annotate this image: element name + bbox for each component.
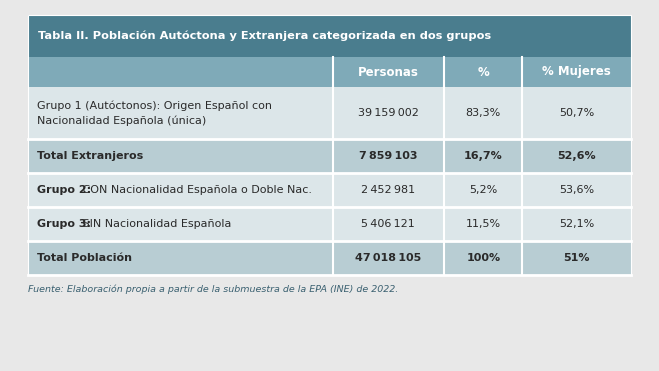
Text: 52,6%: 52,6% — [558, 151, 596, 161]
Bar — [28, 15, 631, 275]
Text: Grupo 1 (Autóctonos): Origen Español con
Nacionalidad Española (única): Grupo 1 (Autóctonos): Origen Español con… — [37, 101, 272, 126]
Text: 5,2%: 5,2% — [469, 185, 498, 195]
Text: % Mujeres: % Mujeres — [542, 66, 611, 79]
Bar — [28, 15, 631, 275]
Text: 51%: 51% — [563, 253, 590, 263]
Text: 83,3%: 83,3% — [466, 108, 501, 118]
Text: Tabla II. Población Autóctona y Extranjera categorizada en dos grupos: Tabla II. Población Autóctona y Extranje… — [38, 31, 491, 41]
Bar — [28, 173, 631, 207]
Text: 5 406 121: 5 406 121 — [361, 219, 415, 229]
Text: 52,1%: 52,1% — [559, 219, 594, 229]
Text: Grupo 2:: Grupo 2: — [37, 185, 91, 195]
Text: Personas: Personas — [358, 66, 418, 79]
Text: 47 018 105: 47 018 105 — [355, 253, 421, 263]
Text: Grupo 3:: Grupo 3: — [37, 219, 91, 229]
Text: %: % — [477, 66, 489, 79]
Bar — [28, 15, 631, 57]
Text: 2 452 981: 2 452 981 — [361, 185, 415, 195]
Text: 39 159 002: 39 159 002 — [358, 108, 418, 118]
Text: Total Población: Total Población — [37, 253, 132, 263]
Bar — [28, 87, 631, 139]
Text: CON Nacionalidad Española o Doble Nac.: CON Nacionalidad Española o Doble Nac. — [78, 185, 312, 195]
Text: 16,7%: 16,7% — [464, 151, 503, 161]
Text: 7 859 103: 7 859 103 — [359, 151, 418, 161]
Text: 11,5%: 11,5% — [466, 219, 501, 229]
Text: 50,7%: 50,7% — [559, 108, 594, 118]
Text: SIN Nacionalidad Española: SIN Nacionalidad Española — [78, 219, 231, 229]
Text: Total Extranjeros: Total Extranjeros — [37, 151, 143, 161]
Bar — [28, 139, 631, 173]
Text: 100%: 100% — [466, 253, 500, 263]
Bar — [28, 241, 631, 275]
Bar — [28, 207, 631, 241]
Text: Fuente: Elaboración propia a partir de la submuestra de la EPA (INE) de 2022.: Fuente: Elaboración propia a partir de l… — [28, 285, 398, 294]
Bar — [28, 57, 631, 87]
Text: 53,6%: 53,6% — [559, 185, 594, 195]
